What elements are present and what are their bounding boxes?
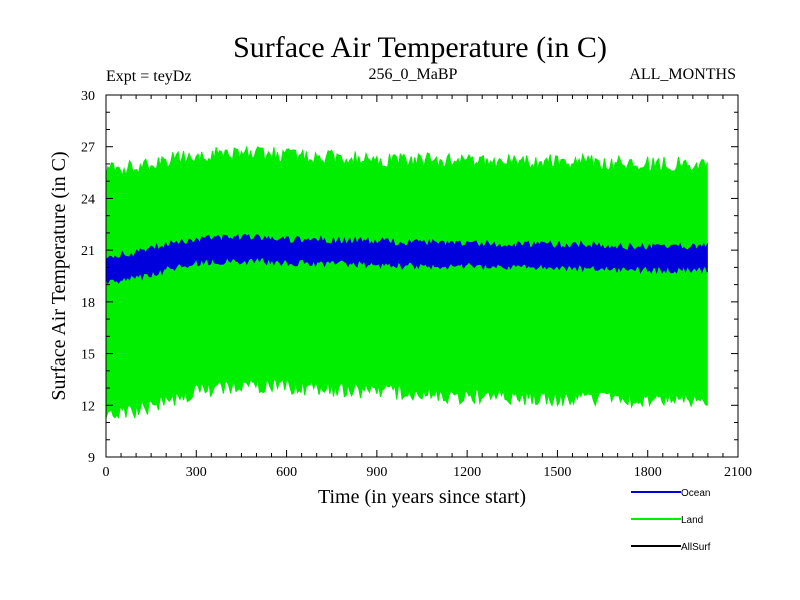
months-label: ALL_MONTHS xyxy=(629,66,736,83)
experiment-label: Expt = teyDz xyxy=(106,68,191,85)
y-tick-label: 15 xyxy=(81,348,95,363)
x-tick-label: 1200 xyxy=(453,465,481,480)
y-tick-label: 9 xyxy=(88,451,95,466)
x-tick-label: 1800 xyxy=(634,465,662,480)
y-tick-label: 27 xyxy=(81,141,95,156)
x-tick-label: 0 xyxy=(103,465,110,480)
x-axis-label: Time (in years since start) xyxy=(318,486,526,508)
y-tick-label: 24 xyxy=(81,192,95,207)
chart-title: Surface Air Temperature (in C) xyxy=(233,31,607,64)
y-tick-label: 30 xyxy=(81,89,95,104)
x-tick-label: 2100 xyxy=(724,465,752,480)
period-label: 256_0_MaBP xyxy=(369,66,458,83)
legend-label-land: Land xyxy=(681,515,703,526)
y-tick-label: 21 xyxy=(81,244,95,259)
series-land-band xyxy=(105,145,708,419)
legend-label-allsurf: AllSurf xyxy=(681,542,711,553)
legend: Ocean Land AllSurf xyxy=(631,488,711,553)
x-tick-label: 600 xyxy=(276,465,297,480)
axis-ticks: 0 300 600 900 1200 1500 1800 2100 9 12 15 18 21 24 27 3… xyxy=(81,89,752,480)
x-tick-label: 900 xyxy=(366,465,387,480)
plot-area xyxy=(105,145,708,419)
x-tick-label: 1500 xyxy=(543,465,571,480)
legend-label-ocean: Ocean xyxy=(681,488,710,499)
x-tick-label: 300 xyxy=(186,465,207,480)
y-tick-label: 12 xyxy=(81,399,95,414)
y-axis-label: Surface Air Temperature (in C) xyxy=(48,151,70,400)
y-tick-label: 18 xyxy=(81,296,95,311)
series-ocean-band xyxy=(105,233,708,285)
